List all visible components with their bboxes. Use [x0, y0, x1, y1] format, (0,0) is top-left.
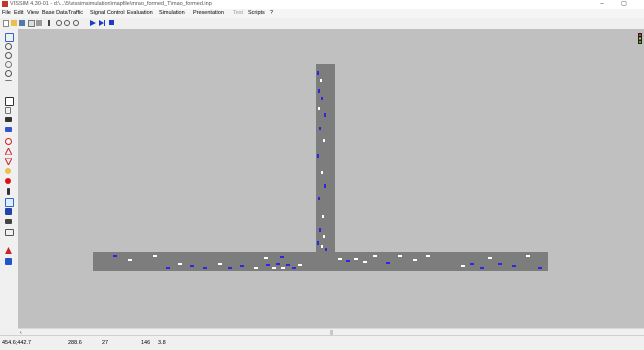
- menu-file[interactable]: File: [2, 10, 11, 16]
- nodes-icon[interactable]: [5, 198, 14, 207]
- status-field-2: 27: [102, 340, 109, 346]
- stop-signs-icon[interactable]: [5, 148, 12, 155]
- routes-icon[interactable]: [5, 117, 12, 122]
- status-field-3: 146: [141, 340, 151, 346]
- vertical-road-link[interactable]: [316, 64, 335, 259]
- menu-test[interactable]: Test: [233, 10, 244, 16]
- step-icon[interactable]: [99, 20, 105, 26]
- menu-help[interactable]: ?: [270, 10, 274, 16]
- traffic-signal-icon[interactable]: [638, 33, 642, 44]
- play-icon[interactable]: [90, 20, 96, 26]
- network-canvas[interactable]: [18, 29, 644, 328]
- status-coordinates: 454.6;442.7: [2, 340, 32, 346]
- scroll-thumb[interactable]: [330, 330, 333, 335]
- window-title: VISSIM 4.30-01 - d:\...\5\vissimsimulati…: [10, 1, 212, 7]
- conflict-areas-icon[interactable]: [5, 127, 12, 132]
- transit-stops-icon[interactable]: [5, 178, 11, 184]
- menu-bar: File Edit View Base Data Traffic Signal …: [0, 9, 644, 18]
- horizontal-road-link[interactable]: [93, 252, 548, 271]
- queue-counters-icon[interactable]: [5, 219, 12, 224]
- zoom-in-icon[interactable]: [5, 43, 12, 50]
- open-file-icon[interactable]: [11, 20, 17, 26]
- zoom-window-icon[interactable]: [5, 33, 14, 42]
- rotate-icon[interactable]: [64, 20, 70, 26]
- menu-signal-control[interactable]: Signal Control: [90, 10, 125, 16]
- print-icon[interactable]: [36, 20, 42, 26]
- zoom-icon[interactable]: [56, 20, 62, 26]
- zoom-out-icon[interactable]: [5, 70, 12, 77]
- pan-icon[interactable]: [5, 52, 12, 59]
- title-bar: VISSIM 4.30-01 - d:\...\5\vissimsimulati…: [0, 0, 644, 9]
- stop-icon[interactable]: [109, 20, 114, 25]
- save-icon[interactable]: [19, 20, 25, 26]
- network-view: [93, 33, 642, 271]
- menu-base-data[interactable]: Base Data: [42, 10, 68, 16]
- detectors-icon[interactable]: [5, 168, 11, 174]
- new-file-icon[interactable]: [3, 20, 9, 27]
- arrow-select-icon[interactable]: [48, 20, 56, 26]
- signal-heads-icon[interactable]: [5, 158, 12, 165]
- menu-presentation[interactable]: Presentation: [193, 10, 224, 16]
- warning-icon[interactable]: [5, 247, 12, 254]
- hand-icon[interactable]: [5, 61, 12, 68]
- links-icon[interactable]: [5, 97, 14, 106]
- scroll-left-arrow[interactable]: ‹: [20, 330, 22, 336]
- tool-sidebar: [0, 29, 19, 335]
- menu-edit[interactable]: Edit: [14, 10, 24, 16]
- horizontal-scrollbar[interactable]: ‹: [18, 328, 644, 336]
- menu-scripts[interactable]: Scripts: [248, 10, 265, 16]
- network-icon[interactable]: [5, 80, 12, 88]
- status-bar: 454.6;442.7 288.6 27 146 3.8: [0, 335, 644, 350]
- menu-evaluation[interactable]: Evaluation: [127, 10, 153, 16]
- print-preview-icon[interactable]: [28, 20, 35, 27]
- parking-lots-icon[interactable]: [7, 188, 10, 195]
- minimize-button[interactable]: –: [600, 1, 604, 7]
- travel-times-icon[interactable]: [5, 208, 12, 215]
- status-field-4: 3.8: [158, 340, 166, 346]
- status-field-1: 288.6: [68, 340, 82, 346]
- vissim-app-icon: [2, 1, 8, 7]
- menu-view[interactable]: View: [27, 10, 39, 16]
- pedestrian-icon[interactable]: [5, 258, 12, 265]
- data-collection-icon[interactable]: [5, 229, 14, 236]
- menu-simulation[interactable]: Simulation: [159, 10, 185, 16]
- vehicles-layer: [113, 71, 542, 269]
- redo-icon[interactable]: [73, 20, 79, 26]
- priority-rules-icon[interactable]: [5, 138, 12, 145]
- vehicle-input-icon[interactable]: [5, 107, 11, 114]
- maximize-button[interactable]: ▢: [621, 1, 627, 7]
- menu-traffic[interactable]: Traffic: [68, 10, 83, 16]
